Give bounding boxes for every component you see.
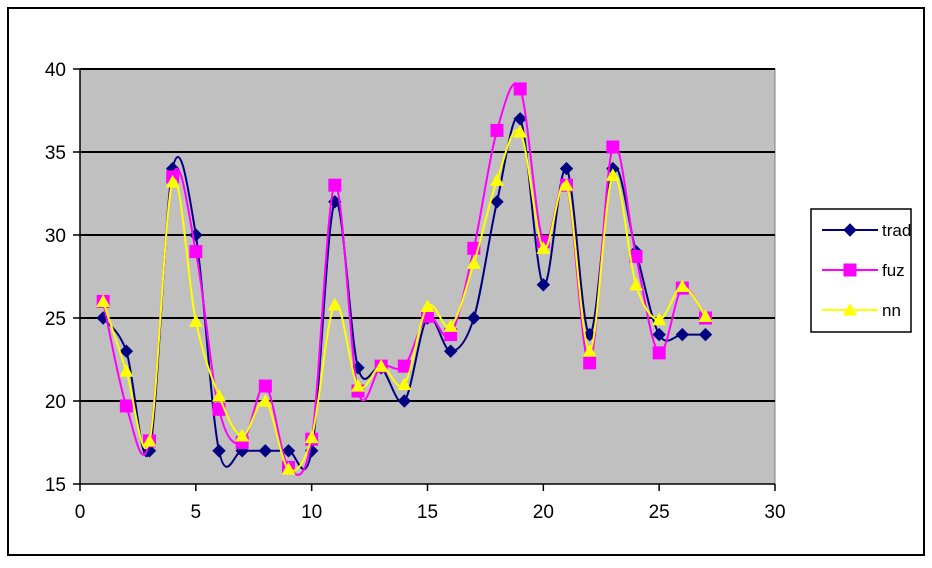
data-point-nn-8 xyxy=(258,394,273,407)
x-tick-label-25: 25 xyxy=(649,502,670,523)
y-tick-label-40: 40 xyxy=(45,60,66,81)
data-point-nn-21 xyxy=(559,178,574,191)
data-point-nn-1 xyxy=(96,294,111,307)
data-point-fuz-19 xyxy=(513,82,527,96)
y-tick-label-20: 20 xyxy=(45,392,66,413)
data-point-nn-17 xyxy=(466,256,481,269)
data-point-nn-7 xyxy=(235,428,250,442)
data-point-fuz-5 xyxy=(189,245,203,259)
y-tick-label-15: 15 xyxy=(45,475,66,496)
legend: trad fuz nn xyxy=(810,208,912,333)
data-point-trad-14 xyxy=(397,394,412,408)
data-point-trad-20 xyxy=(536,278,551,292)
data-point-nn-2 xyxy=(119,364,134,377)
data-point-nn-14 xyxy=(397,377,412,390)
data-point-nn-11 xyxy=(327,297,342,311)
data-point-nn-23 xyxy=(605,168,620,181)
x-tick-label-5: 5 xyxy=(191,502,202,523)
axes: 15 20 25 30 35 40 0 5 10 15 20 25 30 xyxy=(45,60,786,523)
data-point-nn-6 xyxy=(212,389,226,402)
data-point-nn-10 xyxy=(304,430,319,444)
data-point-trad-8 xyxy=(258,444,273,458)
data-point-trad-2 xyxy=(119,344,134,358)
data-point-nn-4 xyxy=(165,174,180,188)
y-tick-label-35: 35 xyxy=(45,143,66,164)
data-point-nn-13 xyxy=(374,359,389,372)
legend-label-fuz: fuz xyxy=(882,261,905,280)
data-point-nn-22 xyxy=(582,344,597,357)
legend-marker-fuz xyxy=(843,263,857,277)
data-point-nn-19 xyxy=(513,125,528,138)
x-tick-label-15: 15 xyxy=(417,502,438,523)
data-point-nn-24 xyxy=(629,277,643,291)
data-point-fuz-2 xyxy=(119,399,133,413)
data-point-trad-9 xyxy=(281,444,296,458)
data-point-trad-27 xyxy=(698,327,713,342)
data-point-fuz-23 xyxy=(606,140,620,154)
x-tick-label-10: 10 xyxy=(301,502,322,523)
data-point-nn-27 xyxy=(698,309,713,322)
data-point-fuz-25 xyxy=(652,346,666,360)
legend-label-trad: trad xyxy=(882,221,911,240)
data-point-nn-15 xyxy=(420,299,435,312)
legend-label-nn: nn xyxy=(882,301,901,320)
data-point-trad-17 xyxy=(467,311,481,325)
data-point-trad-19 xyxy=(513,112,527,126)
data-point-trad-16 xyxy=(443,344,458,358)
data-point-nn-26 xyxy=(675,279,690,293)
x-tick-label-20: 20 xyxy=(533,502,554,523)
data-point-fuz-11 xyxy=(328,178,342,192)
y-tick-label-25: 25 xyxy=(45,309,66,330)
data-point-fuz-14 xyxy=(397,359,411,373)
data-point-nn-25 xyxy=(652,312,667,326)
series-nn xyxy=(96,125,713,475)
data-point-trad-25 xyxy=(652,327,666,342)
data-point-nn-3 xyxy=(142,433,157,447)
data-point-trad-18 xyxy=(490,195,504,209)
data-point-fuz-8 xyxy=(258,379,272,393)
legend-item-fuz: fuz xyxy=(822,261,905,280)
data-point-nn-16 xyxy=(443,319,458,332)
data-point-fuz-24 xyxy=(629,250,643,264)
x-tick-label-0: 0 xyxy=(75,502,86,523)
data-point-trad-21 xyxy=(559,161,574,176)
series-group xyxy=(96,82,713,476)
data-point-fuz-18 xyxy=(490,123,504,137)
legend-item-trad: trad xyxy=(822,221,911,240)
data-point-nn-5 xyxy=(188,314,203,327)
data-point-fuz-22 xyxy=(583,356,597,370)
data-point-nn-20 xyxy=(536,241,551,254)
data-point-trad-26 xyxy=(675,327,690,342)
legend-marker-trad xyxy=(843,223,857,237)
legend-marker-nn xyxy=(843,303,857,316)
legend-item-nn: nn xyxy=(822,301,901,320)
plot-area xyxy=(79,68,776,485)
data-point-nn-9 xyxy=(281,462,296,475)
data-point-nn-18 xyxy=(490,173,504,186)
data-point-trad-6 xyxy=(212,444,226,458)
y-tick-label-30: 30 xyxy=(45,226,66,247)
x-tick-label-30: 30 xyxy=(764,502,785,523)
data-point-nn-12 xyxy=(351,379,365,392)
